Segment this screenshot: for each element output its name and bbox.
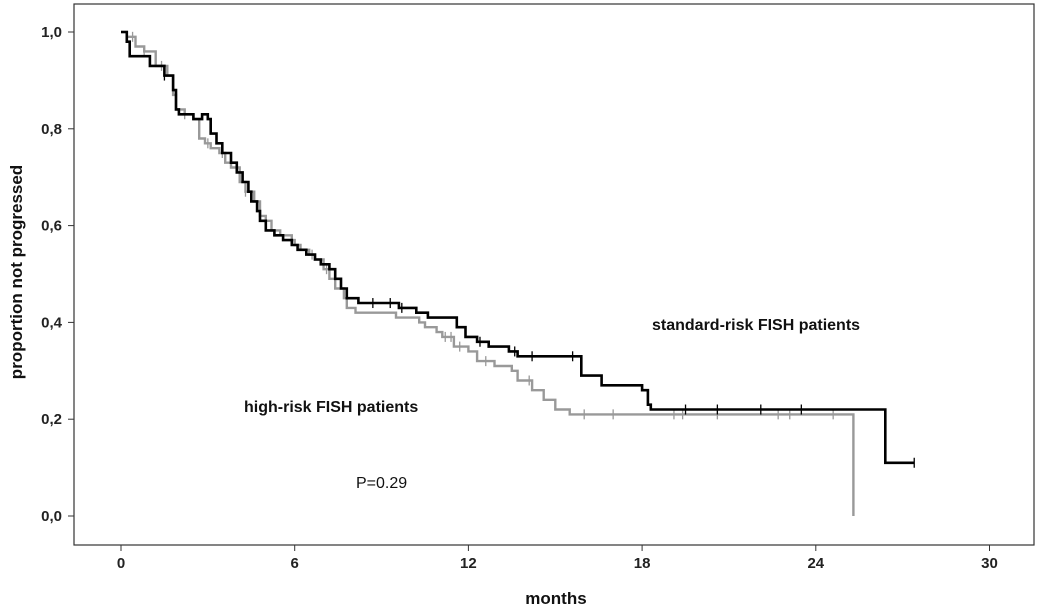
y-tick-label: 0,4 bbox=[41, 314, 63, 331]
x-tick-label: 12 bbox=[460, 555, 477, 572]
y-axis: 0,0 0,2 0,4 0,6 0,8 1,0 bbox=[41, 24, 74, 525]
y-tick-label: 0,2 bbox=[41, 411, 62, 428]
annotation-high-risk: high-risk FISH patients bbox=[244, 399, 418, 416]
y-tick-label: 1,0 bbox=[41, 24, 62, 41]
series-layer bbox=[121, 30, 915, 516]
survival-curve-standard-risk bbox=[121, 30, 915, 465]
x-tick-label: 24 bbox=[807, 555, 824, 572]
annotation-p-value: P=0.29 bbox=[356, 475, 407, 492]
x-tick-label: 18 bbox=[634, 555, 651, 572]
x-tick-label: 30 bbox=[981, 555, 998, 572]
annotation-standard-risk: standard-risk FISH patients bbox=[652, 317, 860, 334]
plot-frame bbox=[73, 3, 1035, 546]
y-axis-title: proportion not progressed bbox=[7, 165, 26, 379]
y-tick-label: 0,8 bbox=[41, 121, 62, 138]
x-tick-label: 6 bbox=[291, 555, 299, 572]
x-axis-title: months bbox=[525, 589, 586, 608]
y-tick-label: 0,6 bbox=[41, 218, 62, 235]
y-tick-label: 0,0 bbox=[41, 508, 62, 525]
x-tick-label: 0 bbox=[117, 555, 125, 572]
x-axis: 0 6 12 18 24 30 bbox=[117, 545, 998, 572]
